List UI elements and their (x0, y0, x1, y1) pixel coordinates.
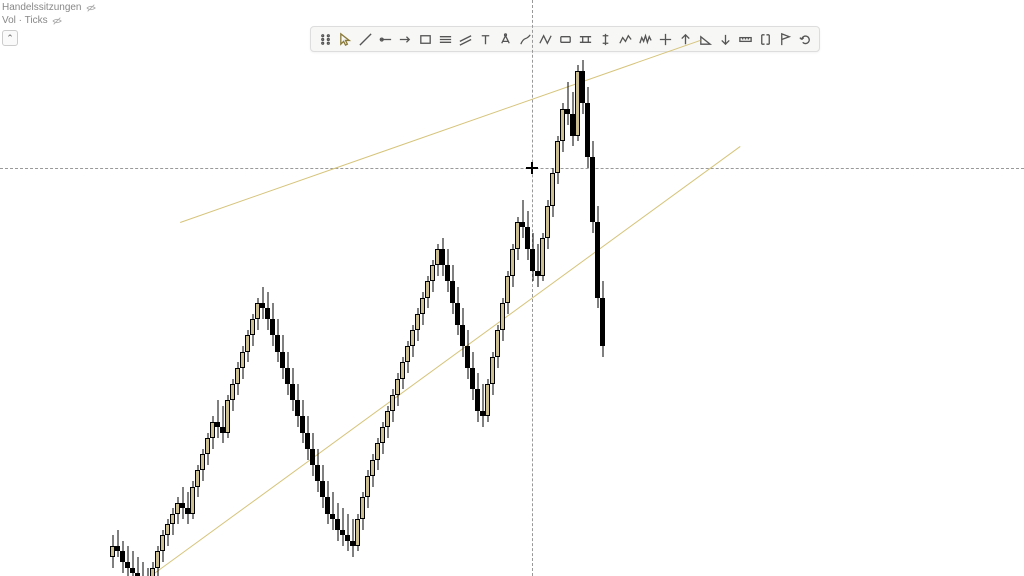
trendline-1[interactable] (150, 146, 741, 576)
crosshair-horizontal (0, 168, 1024, 169)
crosshair-vertical (532, 0, 533, 576)
crosshair-center-icon (526, 162, 538, 174)
price-chart[interactable] (0, 0, 1024, 576)
trendline-0[interactable] (180, 40, 700, 223)
